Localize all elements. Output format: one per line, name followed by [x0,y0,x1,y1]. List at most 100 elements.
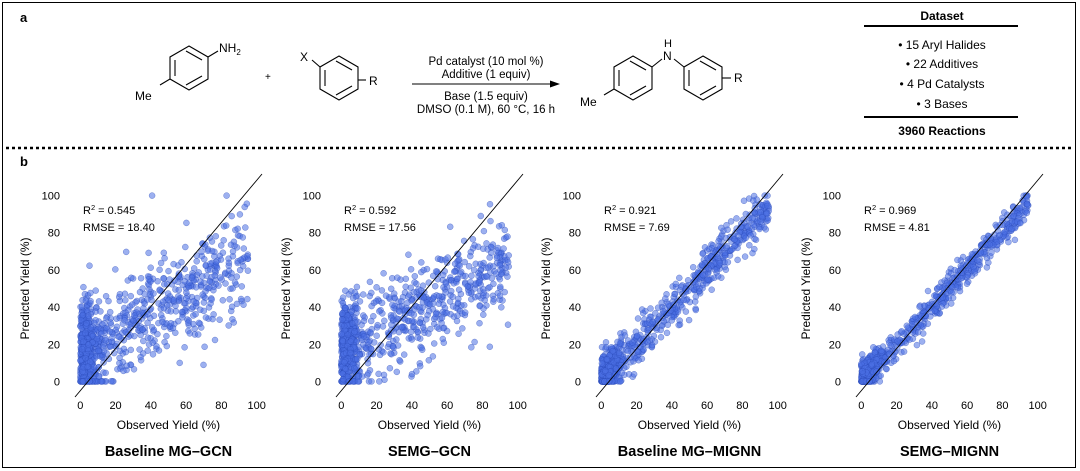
data-point [434,275,442,283]
data-point [120,367,127,375]
dataset-item-additives: • 22 Additives [906,57,978,71]
data-point [200,299,208,306]
data-point [121,317,128,324]
y-tick-label: 80 [309,228,321,240]
data-point [878,347,885,355]
data-point [83,320,90,327]
reaction-arrowhead [550,80,560,88]
data-point [389,343,397,350]
data-point [408,317,416,325]
data-point [894,337,901,345]
data-point [378,287,386,294]
data-point [95,298,103,305]
x-tick-label: 100 [248,400,266,412]
data-point [740,197,748,205]
y-tick-label: 60 [309,265,321,277]
data-point [411,279,418,286]
data-point [347,338,355,345]
y-tick-label: 0 [575,376,581,388]
data-point [85,341,92,348]
methyl-label-1: Me [135,89,152,103]
data-point [367,317,375,325]
data-point [348,320,356,327]
data-point [423,265,431,273]
data-point [602,367,609,374]
y-tick-label: 40 [48,302,60,314]
data-point [480,289,487,296]
data-point [1001,228,1008,236]
data-point [405,293,412,300]
data-point [376,308,383,315]
y-tick-label: 100 [42,191,60,203]
data-point [408,310,415,317]
data-point [161,281,168,288]
data-point [951,266,958,274]
data-point [746,241,753,249]
data-point [365,370,372,377]
data-point [407,266,415,273]
data-point [442,280,450,287]
data-point [219,297,227,304]
data-point [368,378,375,385]
nh-hydrogen-label: H [664,38,672,50]
data-point [121,304,128,312]
data-point [160,275,167,282]
data-point [900,348,908,355]
data-point [211,336,219,344]
data-point [127,292,135,300]
data-point [414,328,422,336]
data-point [657,333,665,341]
data-point [231,279,239,286]
data-point [691,298,699,305]
data-point [222,280,229,287]
data-point [468,344,475,351]
y-axis-label: Predicted Yield (%) [799,237,813,339]
data-point [638,306,646,313]
data-point [100,348,108,355]
data-point [465,263,473,270]
data-point [339,375,347,383]
halide-label: X [300,50,308,64]
data-point [208,296,215,303]
data-point [241,203,248,211]
data-point [454,299,462,307]
data-point [160,249,168,257]
data-point [373,332,380,340]
data-point [239,262,247,270]
data-point [86,262,93,269]
x-tick-label: 20 [630,400,642,412]
chart-title: SEMG–MIGNN [900,444,999,460]
data-point [339,294,347,301]
data-point [432,268,440,275]
data-point [165,267,172,275]
data-point [182,243,189,251]
data-point [649,318,656,326]
data-point [438,319,445,327]
data-point [747,232,754,239]
data-point [188,274,196,281]
data-point [974,256,981,264]
data-point [389,301,396,309]
data-point [380,349,387,356]
data-point [963,280,971,287]
data-point [398,323,405,331]
data-point [449,303,457,310]
data-point [186,279,193,287]
data-point [122,248,130,256]
data-point [708,286,715,293]
data-point [411,272,419,280]
data-point [479,245,487,253]
data-point [764,202,771,210]
data-point [160,305,168,312]
data-point [750,221,757,229]
y-tick-label: 20 [829,339,841,351]
data-point [716,259,724,267]
data-point [237,256,244,264]
y-tick-label: 80 [829,228,841,240]
x-tick-label: 40 [926,400,938,412]
data-point [212,258,220,266]
data-point [676,274,683,282]
data-point [372,298,380,305]
data-point [440,339,448,346]
